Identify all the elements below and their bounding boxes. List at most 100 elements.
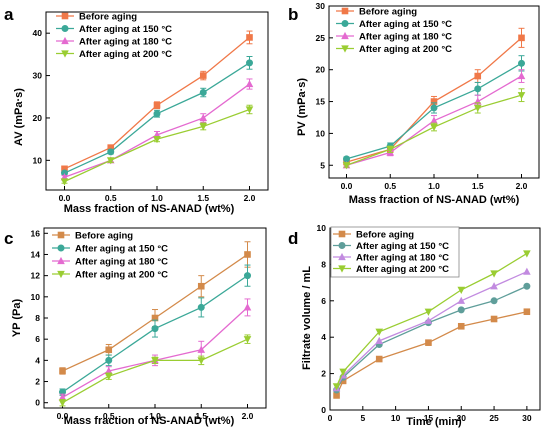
panel-a-series-4-line: [64, 108, 250, 183]
panel-d-x-tick-label: 5: [360, 413, 365, 423]
panel-a-series-2-point: [199, 89, 207, 97]
panel-a-legend-label: Before aging: [79, 12, 137, 23]
panel-d-series-4-point: [375, 328, 384, 336]
panel-d-series-1-point: [375, 355, 383, 363]
panel-c-x-tick-label: 0.5: [103, 411, 115, 421]
panel-a-legend-label: After aging at 200 °C: [79, 49, 172, 60]
panel-a-y-tick-label: 10: [33, 155, 43, 165]
panel-d-x-axis-title: Time (min): [406, 416, 462, 428]
panel-d-series-2-line: [335, 285, 528, 391]
panel-c-series-4-point: [151, 357, 159, 365]
panel-c-legend-swatch-marker: [57, 244, 65, 252]
panel-d-y-tick-label: 6: [321, 296, 326, 306]
panel-c-series-1-point: [197, 282, 205, 290]
panel-d-x-tick-label: 20: [457, 413, 467, 423]
panel-c-series-2-point: [151, 325, 159, 333]
panel-d-legend-swatch-marker: [338, 230, 346, 238]
panel-c-x-tick-label: 1.0: [149, 411, 161, 421]
panel-c-series-4-point: [197, 357, 206, 365]
panel-b-legend-swatch-marker: [341, 31, 349, 40]
panel-c-x-tick-label: 0.0: [57, 411, 69, 421]
panel-b-x-tick-label: 1.0: [428, 181, 440, 191]
panel-a-legend-label: After aging at 150 °C: [79, 24, 172, 35]
panel-a-y-tick-label: 30: [33, 71, 43, 81]
panel-c-y-tick-label: 4: [35, 355, 40, 365]
panel-c-y-tick-label: 14: [31, 249, 41, 259]
panel-c-y-tick-label: 2: [35, 377, 40, 387]
panel-b-series-4-point: [386, 146, 395, 154]
panel-b-y-tick-label: 20: [316, 65, 326, 75]
panel-b-legend-label: After aging at 180 °C: [359, 32, 452, 43]
panel-d-series-3-point: [490, 282, 498, 290]
panel-d-legend-label: After aging at 150 °C: [356, 241, 449, 252]
panel-c-y-tick-label: 0: [35, 398, 40, 408]
panel-d-series-4-point: [523, 250, 531, 258]
panel-c-series-2-point: [105, 356, 113, 364]
panel-a-x-tick-label: 0.0: [59, 193, 71, 203]
panel-d-series-4-point: [457, 286, 466, 294]
panel-c-series-3-point: [104, 366, 113, 375]
panel-a-series-2-point: [246, 59, 253, 67]
panel-a-series-2-point: [61, 169, 68, 177]
panel-b-series-4-point: [473, 104, 482, 113]
panel-c-x-tick-label: 1.5: [195, 411, 207, 421]
panel-b-y-axis-title: PV (mPa·s): [296, 78, 308, 136]
panel-b-x-tick-label: 0.5: [384, 181, 396, 191]
panel-c-series-2-point: [197, 303, 205, 311]
panel-a-legend-swatch-marker: [61, 12, 69, 20]
panel-d-y-tick-label: 8: [321, 259, 326, 269]
panel-d-series-4-point: [424, 308, 433, 316]
panel-d-x-tick-label: 10: [391, 413, 401, 423]
panel-d-x-tick-label: 25: [489, 413, 499, 423]
panel-b-series-3-point: [430, 116, 438, 124]
panel-a-series-1-point: [61, 165, 68, 173]
panel-b-series-1-point: [518, 34, 525, 42]
panel-d-legend-box: [330, 226, 460, 278]
panel-b-letter: b: [288, 5, 298, 24]
panel-b-x-tick-label: 1.5: [472, 181, 484, 191]
panel-d-legend-label: After aging at 180 °C: [356, 253, 449, 264]
panel-d-y-tick-label: 10: [317, 223, 327, 233]
panel-a-series-4-point: [245, 106, 254, 114]
panel-d-series-2-point: [523, 282, 531, 290]
panel-c-legend-label: After aging at 150 °C: [75, 244, 168, 255]
panel-c-letter: c: [4, 229, 13, 248]
panel-a-series-2-point: [153, 110, 161, 118]
panel-b-y-tick-label: 15: [316, 97, 326, 107]
panel-d-series-4-point: [490, 270, 498, 278]
panel-d-series-1-point: [333, 392, 340, 399]
panel-b: b PV (mPa·s) Mass fraction of NS-ANAD (w…: [288, 1, 540, 206]
panel-c-y-tick-label: 6: [35, 334, 40, 344]
panel-d-series-1-point: [425, 339, 432, 346]
panel-d-series-2-point: [490, 297, 498, 305]
panel-b-legend-swatch-marker: [341, 7, 349, 15]
panel-b-series-4-point: [430, 123, 438, 132]
panel-a-series-1-point: [246, 34, 253, 41]
panel-d-y-axis-title: Filtrate volume / mL: [301, 266, 313, 370]
panel-b-series-1-point: [474, 72, 482, 80]
panel-b-legend-label: After aging at 150 °C: [359, 19, 452, 30]
panel-a: a AV (mPa·s) Mass fraction of NS-ANAD (w…: [4, 5, 269, 215]
panel-a-x-tick-label: 0.5: [105, 193, 117, 203]
panel-d-x-tick-label: 15: [424, 413, 434, 423]
panel-b-x-axis-title: Mass fraction of NS-ANAD (wt%): [349, 194, 520, 206]
panel-b-y-tick-label: 5: [320, 160, 325, 170]
panel-d-series-3-point: [375, 336, 384, 344]
panel-c-series-1-point: [105, 346, 113, 354]
panel-c-series-1-point: [244, 251, 251, 258]
panel-b-y-tick-label: 30: [316, 1, 326, 11]
panel-b-series-3-point: [517, 71, 526, 80]
panel-d-legend-swatch-marker: [338, 252, 346, 261]
panel-c-series-4-point: [58, 399, 67, 407]
panel-c-y-tick-label: 8: [35, 313, 40, 323]
panel-b-x-tick-label: 0.0: [341, 181, 353, 191]
panel-a-y-axis-title: AV (mPa·s): [13, 88, 25, 146]
panel-b-series-2-point: [518, 59, 525, 67]
panel-d-series-3-point: [424, 316, 433, 324]
panel-c-y-tick-label: 12: [31, 271, 41, 281]
panel-a-x-tick-label: 1.0: [151, 193, 163, 203]
panel-c-series-2-point: [244, 272, 251, 280]
panel-b-legend-label: Before aging: [359, 7, 417, 18]
panel-d-series-1-point: [523, 308, 531, 316]
